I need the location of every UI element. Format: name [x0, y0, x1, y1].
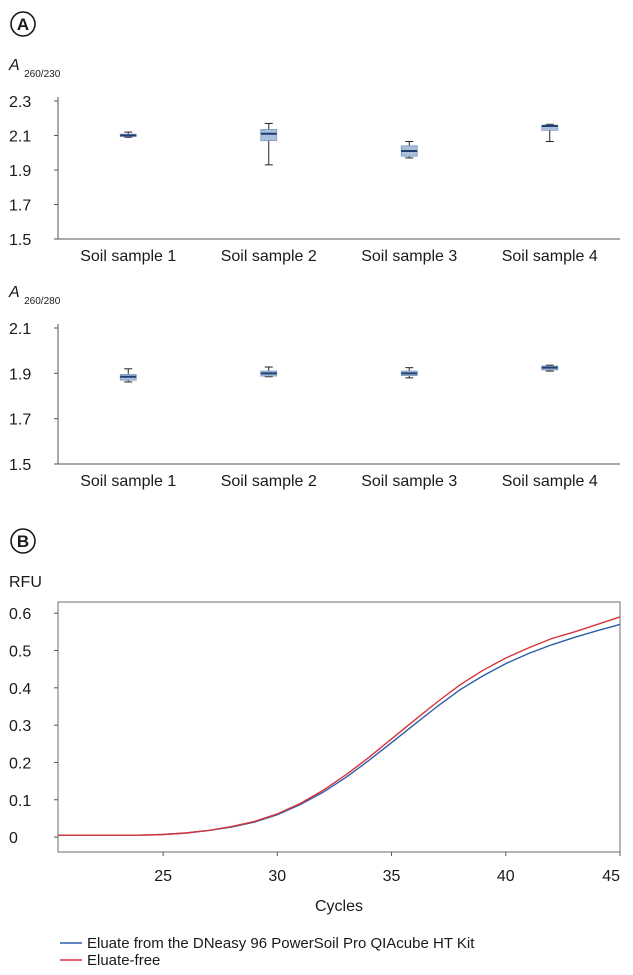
box-iqr [260, 129, 278, 142]
y-tick-label: 0.2 [9, 755, 31, 772]
box-plot-1 [119, 368, 137, 383]
chart1-boxes [119, 122, 559, 166]
y-tick-label: 0.3 [9, 718, 31, 735]
y-tick-label: 2.1 [9, 321, 31, 338]
series-line-2 [58, 616, 621, 836]
chart3-legend: Eluate from the DNeasy 96 PowerSoil Pro … [60, 935, 475, 969]
box-plot-1 [119, 131, 137, 138]
legend-entry-2: Eluate-free [60, 952, 160, 969]
y-tick-label: 1.5 [9, 457, 31, 474]
x-category-label: Soil sample 3 [361, 473, 457, 490]
chart3-axes: 0.6 0.5 0.4 0.3 0.2 0.1 0 25 30 35 40 45 [9, 606, 621, 885]
x-category-label: Soil sample 3 [361, 248, 457, 265]
panel-a-letter: A [17, 15, 29, 34]
chart1-ylabel: A 260/230 [8, 57, 61, 80]
box-plot-2 [260, 122, 278, 166]
box-plot-3 [400, 367, 418, 379]
chart3-series-lines [58, 616, 621, 836]
y-tick-label: 1.5 [9, 232, 31, 249]
chart1-ylabel-sub: 260/230 [24, 69, 61, 80]
y-tick-label: 1.9 [9, 366, 31, 383]
y-tick-label: 0.6 [9, 606, 31, 623]
x-tick-label: 30 [268, 868, 286, 885]
panel-b-letter: B [17, 532, 29, 551]
y-tick-label: 2.3 [9, 94, 31, 111]
chart3-xlabel: Cycles [315, 898, 363, 915]
x-tick-label: 25 [154, 868, 172, 885]
legend-entry-1: Eluate from the DNeasy 96 PowerSoil Pro … [60, 935, 475, 952]
x-category-label: Soil sample 1 [80, 473, 176, 490]
legend-label: Eluate-free [87, 952, 160, 969]
x-category-label: Soil sample 4 [502, 473, 598, 490]
y-tick-label: 0.5 [9, 644, 31, 661]
chart2-ylabel: A 260/280 [8, 284, 61, 307]
chart2-ylabel-main: A [8, 284, 20, 301]
box-plot-3 [400, 141, 418, 159]
chart3-ylabel: RFU [9, 574, 42, 591]
chart3-plot-frame [57, 601, 621, 853]
chart2-boxes [119, 364, 559, 383]
panel-b-badge: B [10, 528, 36, 554]
box-chart-a260-230: A 260/230 2.3 2.1 1.9 1.7 1.5 Soil sample 1 So… [8, 57, 620, 265]
x-category-label: Soil sample 2 [221, 248, 317, 265]
chart2-axes: 2.1 1.9 1.7 1.5 Soil sample 1 Soil sample 2 So… [9, 321, 620, 490]
y-tick-label: 0.1 [9, 793, 31, 810]
y-tick-label: 1.9 [9, 163, 31, 180]
x-category-label: Soil sample 4 [502, 248, 598, 265]
chart2-ylabel-sub: 260/280 [24, 296, 61, 307]
legend-label: Eluate from the DNeasy 96 PowerSoil Pro … [87, 935, 475, 952]
line-chart-rfu: RFU 0.6 0.5 0.4 0.3 0.2 0.1 0 25 30 35 40 45 Cycles… [9, 574, 621, 969]
y-tick-label: 0 [9, 830, 18, 847]
x-category-label: Soil sample 1 [80, 248, 176, 265]
chart1-ylabel-main: A [8, 57, 20, 74]
panel-a-badge: A [10, 11, 36, 37]
y-tick-label: 1.7 [9, 412, 31, 429]
x-tick-label: 35 [383, 868, 401, 885]
box-chart-a260-280: A 260/280 2.1 1.9 1.7 1.5 Soil sample 1 Soil … [8, 284, 620, 490]
y-tick-label: 0.4 [9, 681, 31, 698]
x-category-label: Soil sample 2 [221, 473, 317, 490]
panel-a-circle [10, 11, 36, 37]
box-plot-4 [541, 123, 559, 143]
x-tick-label: 40 [497, 868, 515, 885]
series-line-1 [58, 623, 621, 836]
panel-b-circle [10, 528, 36, 554]
box-plot-4 [541, 364, 559, 372]
x-tick-label: 45 [602, 868, 620, 885]
box-plot-2 [260, 366, 278, 378]
chart1-axes: 2.3 2.1 1.9 1.7 1.5 Soil sample 1 Soil sample … [9, 94, 620, 265]
y-tick-label: 1.7 [9, 198, 31, 215]
y-tick-label: 2.1 [9, 129, 31, 146]
